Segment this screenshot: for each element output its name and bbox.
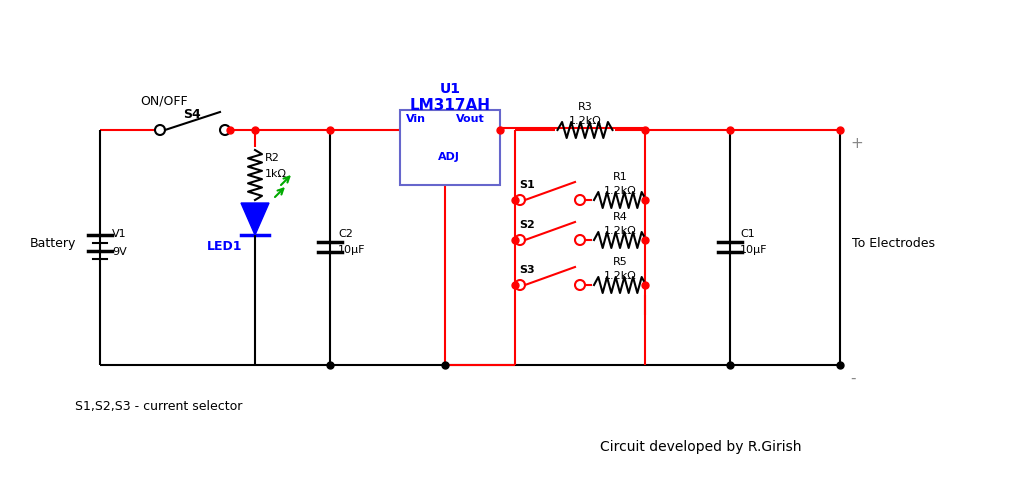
Text: 1kΩ: 1kΩ xyxy=(265,169,287,179)
Text: 1.2kΩ: 1.2kΩ xyxy=(568,116,601,126)
Text: S1,S2,S3 - current selector: S1,S2,S3 - current selector xyxy=(75,400,243,413)
Text: C1: C1 xyxy=(740,229,755,239)
Text: S2: S2 xyxy=(519,220,535,230)
Text: R5: R5 xyxy=(612,257,628,267)
Text: R4: R4 xyxy=(612,212,628,222)
Bar xyxy=(400,110,500,185)
Text: S4: S4 xyxy=(183,108,201,121)
Text: Vout: Vout xyxy=(456,114,484,124)
Text: ON/OFF: ON/OFF xyxy=(140,95,187,108)
Text: 9V: 9V xyxy=(112,247,127,257)
Text: 10μF: 10μF xyxy=(740,245,768,255)
Text: R3: R3 xyxy=(578,102,592,112)
Text: To Electrodes: To Electrodes xyxy=(852,237,935,250)
Text: -: - xyxy=(850,371,855,386)
Text: U1: U1 xyxy=(439,82,461,96)
Text: R2: R2 xyxy=(265,153,280,163)
Text: LED1: LED1 xyxy=(207,240,243,253)
Polygon shape xyxy=(241,203,269,235)
Text: Vin: Vin xyxy=(406,114,426,124)
Text: V1: V1 xyxy=(112,229,127,239)
Text: R1: R1 xyxy=(612,172,628,182)
Text: Battery: Battery xyxy=(30,237,77,250)
Text: Circuit developed by R.Girish: Circuit developed by R.Girish xyxy=(600,440,802,454)
Text: 1.2kΩ: 1.2kΩ xyxy=(603,226,636,236)
Text: C2: C2 xyxy=(338,229,353,239)
Text: 10μF: 10μF xyxy=(338,245,366,255)
Text: LM317AH: LM317AH xyxy=(410,98,490,113)
Text: ADJ: ADJ xyxy=(438,152,460,162)
Text: S3: S3 xyxy=(519,265,535,275)
Text: 1.2kΩ: 1.2kΩ xyxy=(603,186,636,196)
Text: S1: S1 xyxy=(519,180,535,190)
Text: 1.2kΩ: 1.2kΩ xyxy=(603,271,636,281)
Text: +: + xyxy=(850,136,863,151)
